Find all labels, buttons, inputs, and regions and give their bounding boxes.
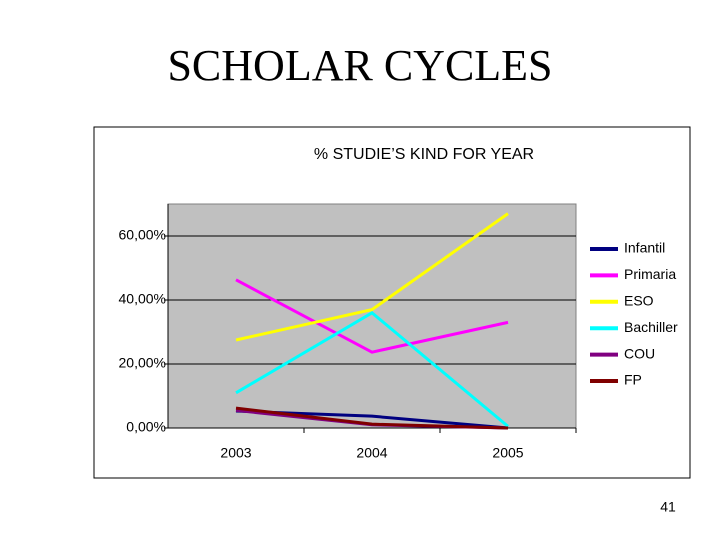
- legend-label: Primaria: [624, 266, 676, 282]
- y-tick-label: 60,00%: [119, 227, 166, 243]
- y-tick-label: 20,00%: [119, 355, 166, 371]
- page-number: 41: [660, 499, 676, 515]
- series-line: [235, 212, 509, 342]
- plot-area: [167, 203, 577, 429]
- y-tick-label: 40,00%: [119, 291, 166, 307]
- series-line: [235, 278, 509, 354]
- series-line: [235, 310, 509, 428]
- x-tick-label: 2005: [492, 445, 523, 461]
- slide-title: SCHOLAR CYCLES: [167, 41, 552, 90]
- legend-label: Infantil: [624, 240, 665, 256]
- chart-title: % STUDIE’S KIND FOR YEAR: [314, 146, 534, 163]
- x-tick-label: 2004: [356, 445, 387, 461]
- y-tick-label: 0,00%: [126, 419, 166, 435]
- legend-label: COU: [624, 345, 655, 361]
- legend-label: FP: [624, 372, 642, 388]
- x-tick-label: 2003: [220, 445, 251, 461]
- legend-label: Bachiller: [624, 319, 678, 335]
- series-line: [235, 406, 509, 430]
- legend-label: ESO: [624, 293, 654, 309]
